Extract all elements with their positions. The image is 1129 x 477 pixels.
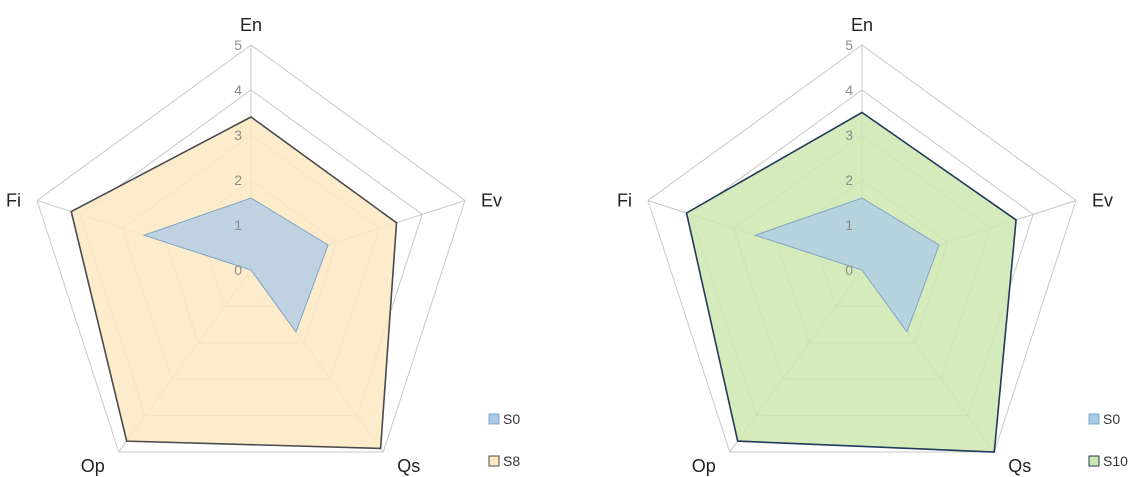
axis-label-fi: Fi xyxy=(617,190,632,210)
tick-label-3: 3 xyxy=(234,127,242,143)
tick-label-0: 0 xyxy=(234,262,242,278)
tick-label-3: 3 xyxy=(845,127,853,143)
tick-label-5: 5 xyxy=(845,37,853,53)
tick-label-2: 2 xyxy=(845,172,853,188)
tick-label-1: 1 xyxy=(845,217,853,233)
axis-label-fi: Fi xyxy=(6,190,21,210)
series-area-s0 xyxy=(142,197,329,333)
legend-label-s8: S8 xyxy=(503,453,520,469)
series-area-s10 xyxy=(685,111,1017,453)
axis-label-ev: Ev xyxy=(481,190,502,210)
tick-label-0: 0 xyxy=(845,262,853,278)
axis-label-ev: Ev xyxy=(1092,190,1113,210)
legend-label-s10: S10 xyxy=(1103,453,1128,469)
tick-label-1: 1 xyxy=(234,217,242,233)
tick-label-4: 4 xyxy=(234,82,242,98)
grid-ring-5 xyxy=(647,44,1077,453)
tick-label-2: 2 xyxy=(234,172,242,188)
axis-label-op: Op xyxy=(692,456,716,476)
legend-swatch-s0 xyxy=(488,413,500,425)
axis-label-en: En xyxy=(240,15,262,35)
grid-ring-5 xyxy=(36,44,466,453)
series-area-s8 xyxy=(70,116,398,450)
axis-label-en: En xyxy=(851,15,873,35)
axis-label-op: Op xyxy=(81,456,105,476)
axis-label-qs: Qs xyxy=(397,456,420,476)
radar-chart-2: 0 1 2 3 4 5 En Ev Qs Op Fi S0 S10 xyxy=(617,15,1128,476)
tick-label-4: 4 xyxy=(845,82,853,98)
radar-chart-1: 0 1 2 3 4 5 En Ev Qs Op Fi S0 S8 xyxy=(6,15,520,476)
legend-swatch-s8 xyxy=(488,455,500,467)
tick-label-5: 5 xyxy=(234,37,242,53)
axis-label-qs: Qs xyxy=(1008,456,1031,476)
series-area-s0 xyxy=(753,197,940,333)
legend-swatch-s0 xyxy=(1088,413,1100,425)
legend-swatch-s10 xyxy=(1088,455,1100,467)
legend-label-s0: S0 xyxy=(503,411,520,427)
legend-label-s0: S0 xyxy=(1103,411,1120,427)
